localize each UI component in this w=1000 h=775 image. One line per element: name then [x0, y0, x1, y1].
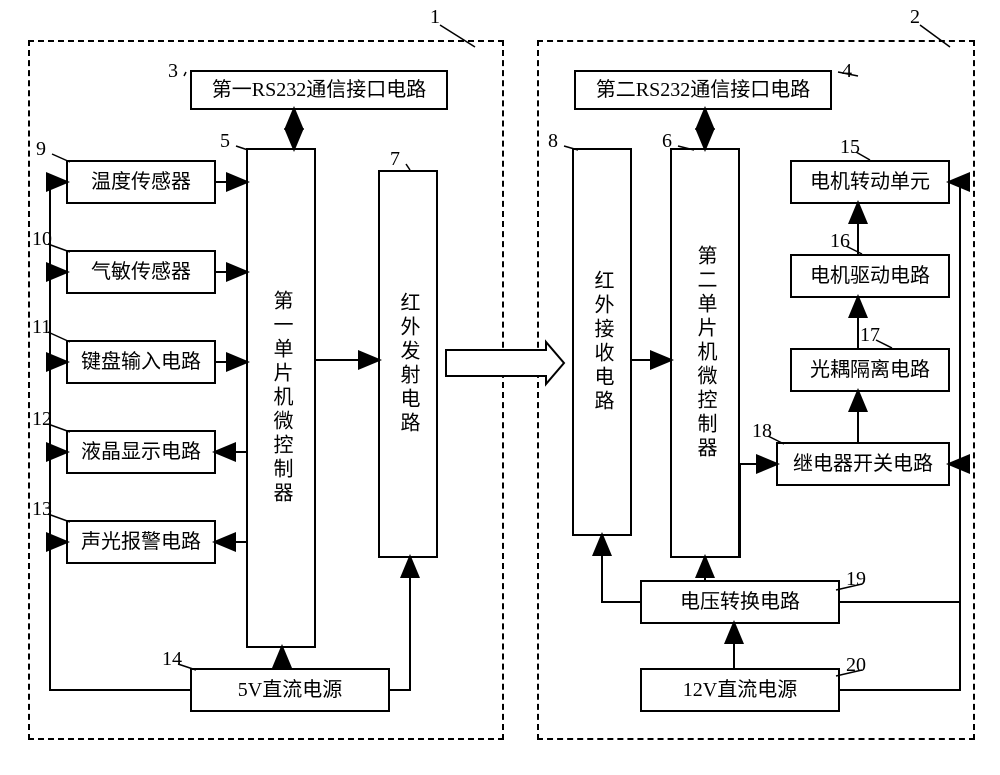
- box-b11: 键盘输入电路: [66, 340, 216, 384]
- box-b18: 继电器开关电路: [776, 442, 950, 486]
- box-b9: 温度传感器: [66, 160, 216, 204]
- box-b12: 液晶显示电路: [66, 430, 216, 474]
- box-b7: 红外发射电路: [378, 170, 438, 558]
- box-b5: 第一单片机微控制器: [246, 148, 316, 648]
- num-b4: 4: [842, 60, 852, 83]
- box-b6: 第二单片机微控制器: [670, 148, 740, 558]
- box-b15: 电机转动单元: [790, 160, 950, 204]
- label-1: 1: [430, 6, 440, 29]
- num-b6: 6: [662, 130, 672, 153]
- num-b10: 10: [32, 228, 52, 251]
- box-b10: 气敏传感器: [66, 250, 216, 294]
- num-b20: 20: [846, 654, 866, 677]
- box-b8: 红外接收电路: [572, 148, 632, 536]
- box-b17: 光耦隔离电路: [790, 348, 950, 392]
- num-b7: 7: [390, 148, 400, 171]
- box-b3: 第一RS232通信接口电路: [190, 70, 448, 110]
- num-b12: 12: [32, 408, 52, 431]
- label-2: 2: [910, 6, 920, 29]
- num-b13: 13: [32, 498, 52, 521]
- num-b8: 8: [548, 130, 558, 153]
- box-b13: 声光报警电路: [66, 520, 216, 564]
- num-b15: 15: [840, 136, 860, 159]
- box-b16: 电机驱动电路: [790, 254, 950, 298]
- num-b3: 3: [168, 60, 178, 83]
- num-b16: 16: [830, 230, 850, 253]
- box-b19: 电压转换电路: [640, 580, 840, 624]
- diagram-canvas: 1 2 第一RS232通信接口电路 3 第二RS232通信接口电路 4 第一单片机微控制…: [0, 0, 1000, 775]
- num-b5: 5: [220, 130, 230, 153]
- box-b4: 第二RS232通信接口电路: [574, 70, 832, 110]
- num-b17: 17: [860, 324, 880, 347]
- num-b19: 19: [846, 568, 866, 591]
- box-b14: 5V直流电源: [190, 668, 390, 712]
- num-b11: 11: [32, 316, 51, 339]
- num-b18: 18: [752, 420, 772, 443]
- box-b20: 12V直流电源: [640, 668, 840, 712]
- num-b9: 9: [36, 138, 46, 161]
- num-b14: 14: [162, 648, 182, 671]
